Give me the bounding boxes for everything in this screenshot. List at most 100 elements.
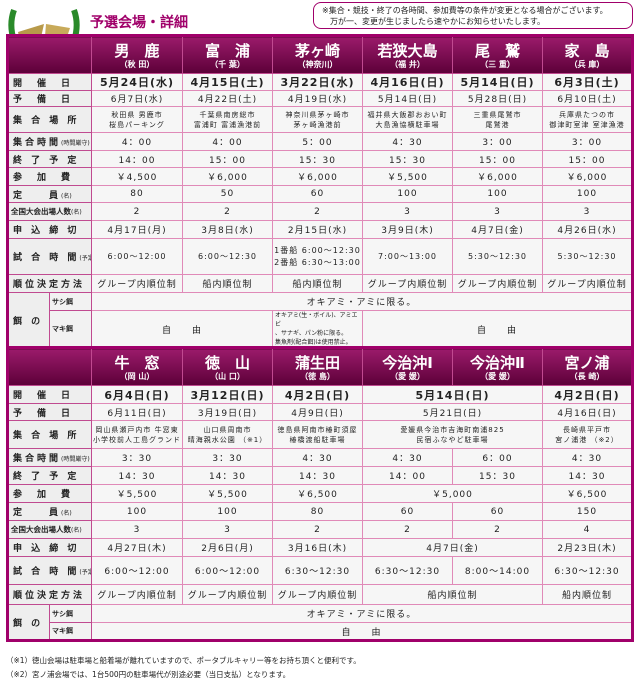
table-cell: 5:30～12:30 [452, 238, 543, 275]
table-cell: 60 [272, 185, 363, 203]
corner-cell [7, 35, 92, 74]
venue-header: 牛 窓（岡 山） [91, 347, 183, 386]
row-label-note: (名) [71, 209, 82, 216]
venue-header: 若狭大島 （福 井） [362, 35, 453, 74]
table-cell: 千葉県南房総市 富浦町 富浦漁港前 [182, 106, 273, 133]
table-cell: 50 [182, 185, 273, 203]
table-cell: 14：00 [91, 150, 183, 168]
venue-name: 家 島 [564, 41, 610, 60]
table-cell: 100 [91, 502, 183, 521]
table-cell: 4：30 [362, 448, 453, 467]
table-cell: 6:00～12:00 [91, 238, 183, 275]
table-row: 定 員(名) 80 50 60 100 100 100 [7, 185, 633, 203]
row-label-cell: 試 合 時 間(予定) [7, 238, 92, 275]
corner-cell [7, 347, 92, 386]
table-cell: 山口県周南市 晴海親水公園 （※1） [182, 420, 273, 449]
table-cell: 徳島県阿南市椿町須屋 椿橋渡船駐車場 [272, 420, 363, 449]
table-cell: 4：30 [362, 132, 453, 151]
table-cell: 5月14日(日) [362, 385, 543, 404]
row-label-cell: 定 員(名) [7, 502, 92, 521]
table-row: 申 込 締 切 4月17日(月) 3月8日(水) 2月15日(水) 3月9日(木) 4月7… [7, 220, 633, 239]
table-cell: 福井県大飯郡おおい町 大島漁協横駐車場 [362, 106, 453, 133]
venue-prefecture: （千 葉） [210, 59, 245, 69]
table-row: 全国大会出場人数(名) 2 2 2 3 3 3 [7, 202, 633, 221]
table-cell: 8:00～14:00 [452, 556, 543, 585]
venue-prefecture: （兵 庫） [569, 59, 605, 69]
venue-prefecture: （岡 山） [119, 371, 155, 381]
table-cell: 6:00～12:00 [91, 556, 183, 585]
table-cell: 6:00～12:30 [182, 238, 273, 275]
venue-prefecture: （三 重） [480, 59, 515, 69]
venue-header: 男 鹿（秋 田） [91, 35, 183, 74]
bait-row-sashi: 餌 の 規 定サシ餌オキアミ・アミに限る。 [7, 292, 633, 349]
venue-name: 宮ノ浦 [564, 353, 610, 372]
row-label-cell: 開 催 日 [7, 385, 92, 404]
table-cell: 6:00～12:00 [182, 556, 273, 585]
table-cell: 3 [362, 202, 453, 221]
row-label: 集合時間 [13, 454, 62, 464]
row-label-note: (名) [61, 192, 72, 200]
venue-header-row: 男 鹿（秋 田）富 浦（千 葉） 茅ヶ崎 （神奈川） 若狭大島 （福 井）尾 鷲（三 重… [7, 35, 633, 74]
table-cell: 80 [272, 502, 363, 521]
table-row: 集合時間(時間厳守) 4：00 4：00 5：00 4：30 3：00 3：00 [7, 132, 633, 151]
venue-header: 尾 鷲（三 重） [452, 35, 543, 74]
row-label: 全国大会出場人数 [11, 207, 71, 216]
table-cell: 80 [91, 185, 183, 203]
row-label-cell: 試 合 時 間(予定) [7, 556, 92, 585]
venue-name: 牛 窓 [114, 353, 160, 372]
row-label-cell: 集 合 場 所 [7, 420, 92, 449]
table-cell: 長崎県平戸市 宮ノ浦港 （※2） [542, 420, 633, 449]
table-row: 集 合 場 所 岡山県瀬戸内市 牛窓東 小学校前人工島グランド 山口県周南市 晴海親… [7, 420, 633, 449]
table-cell: グループ内順位制 [91, 274, 183, 293]
table-cell: 3：30 [91, 448, 183, 467]
table-cell: 4：00 [182, 132, 273, 151]
venue-name: 男 鹿 [114, 41, 160, 60]
table-cell: 兵庫県たつの市 御津町室津 室津漁港 [542, 106, 633, 133]
table-cell: 3 [91, 520, 183, 539]
bait-cell: 自 由 [91, 310, 273, 349]
table-cell: 4月19日(水) [272, 90, 363, 107]
table-cell: グループ内順位制 [91, 584, 183, 605]
table-cell: 5月14日(日) [362, 90, 453, 107]
table-row: 集合時間(時間厳守) 3：30 3：30 4：30 4：30 6：00 4：30 [7, 448, 633, 467]
table-cell: 船内順位制 [182, 274, 273, 293]
table-cell: ￥5,500 [182, 484, 273, 503]
table-cell: ￥4,500 [91, 167, 183, 186]
maki-bait-label: マキ餌 [49, 622, 92, 641]
table-cell: 船内順位制 [542, 584, 633, 605]
table-cell: 3月9日(木) [362, 220, 453, 239]
table-cell: 3月8日(水) [182, 220, 273, 239]
notice-line-2: 万が一、変更が生じましたら速やかにお知らせいたします。 [330, 17, 546, 26]
table-row: 参 加 費 ￥5,500 ￥5,500 ￥6,500 ￥5,000 ￥6,500 [7, 484, 633, 503]
row-label-note: (時間厳守) [61, 456, 90, 463]
table-cell: 4月22日(土) [182, 90, 273, 107]
table-cell: 4：30 [272, 448, 363, 467]
venue-header: 今治沖Ⅰ （愛 媛） [362, 347, 453, 386]
table-cell: ￥5,500 [91, 484, 183, 503]
row-label-cell: 予 備 日 [7, 403, 92, 421]
bait-cell: 自 由 [91, 622, 633, 641]
bait-rule-label: 餌 の 規 定 [7, 604, 50, 641]
table-cell: ￥6,500 [542, 484, 633, 503]
footnote-2: （※2）宮ノ浦会場では、1台500円の駐車場代が別途必要（当日支払）となります。 [6, 670, 291, 679]
venue-name: 徳 山 [204, 353, 250, 372]
notice-box: ※集合・競技・終了の各時間、参加費等の条件が変更となる場合がございます。 万が一… [313, 2, 633, 29]
table-cell: 14：30 [182, 466, 273, 485]
bait-row-sashi: 餌 の 規 定サシ餌オキアミ・アミに限る。 [7, 604, 633, 641]
table-cell: 2 [91, 202, 183, 221]
table-cell: 60 [362, 502, 453, 521]
table-cell: 1番船 6:00～12:30 2番船 6:30～13:00 [272, 238, 363, 275]
row-label: 集 合 場 所 [13, 116, 80, 126]
table-cell: 3：00 [452, 132, 543, 151]
venue-header: 茅ヶ崎 （神奈川） [272, 35, 363, 74]
venue-name: 今治沖Ⅰ [382, 353, 433, 372]
row-label: 参 加 費 [13, 173, 74, 183]
table-cell: 神奈川県茅ヶ崎市 茅ヶ崎漁港前 [272, 106, 363, 133]
venue-prefecture: （秋 田） [119, 59, 155, 69]
row-label: 申 込 締 切 [13, 544, 80, 554]
venue-header: 今治沖Ⅱ （愛 媛） [452, 347, 543, 386]
venue-name: 若狭大島 [377, 41, 438, 60]
row-label: 申 込 締 切 [13, 226, 80, 236]
table-row: 全国大会出場人数(名) 3 3 2 2 2 4 [7, 520, 633, 539]
